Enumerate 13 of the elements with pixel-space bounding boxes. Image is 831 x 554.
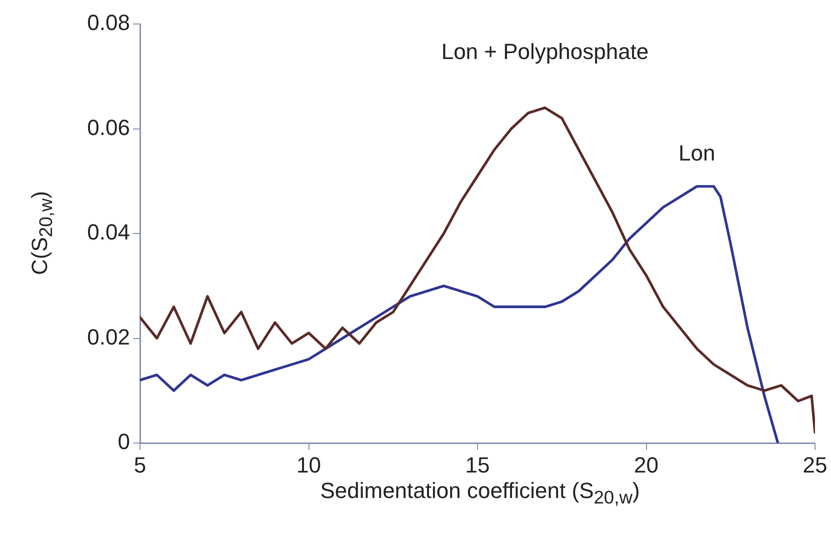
x-tick-label: 15 <box>465 452 490 478</box>
x-tick-label: 20 <box>634 452 658 478</box>
y-tick-label: 0.08 <box>87 10 130 36</box>
x-axis-title: Sedimentation coefficient (S$_{20,w}$) <box>320 478 640 508</box>
y-tick-label: 0.02 <box>87 324 130 350</box>
y-tick-label: 0.04 <box>87 220 130 245</box>
x-tick-label: 25 <box>802 452 828 478</box>
y-tick-label: 0 <box>118 429 130 454</box>
text: Lon + Polyphosphate <box>441 38 649 64</box>
x-tick-label: 10 <box>296 452 321 478</box>
series-label: Lon <box>678 140 716 166</box>
y-tick-label: 0.06 <box>87 114 130 140</box>
x-tick-label: 5 <box>134 452 146 478</box>
